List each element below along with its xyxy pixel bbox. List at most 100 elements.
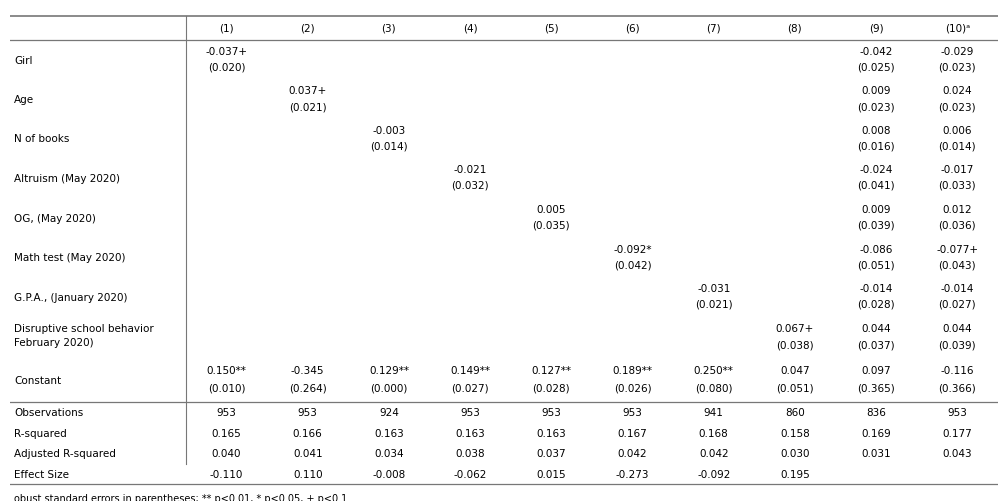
Text: 0.009: 0.009 [862, 86, 891, 96]
Text: (0.028): (0.028) [858, 299, 895, 309]
Text: 0.006: 0.006 [942, 125, 972, 135]
Text: Math test (May 2020): Math test (May 2020) [14, 253, 126, 263]
Text: Girl: Girl [14, 56, 32, 66]
Text: Disruptive school behavior: Disruptive school behavior [14, 324, 154, 334]
Text: -0.092: -0.092 [697, 469, 731, 479]
Text: (10)ᵃ: (10)ᵃ [944, 24, 970, 34]
Text: -0.062: -0.062 [454, 469, 487, 479]
Text: (0.365): (0.365) [857, 383, 895, 393]
Text: 0.168: 0.168 [699, 428, 729, 438]
Text: 0.012: 0.012 [942, 204, 972, 214]
Text: 0.250**: 0.250** [694, 366, 734, 376]
Text: 941: 941 [704, 407, 724, 417]
Text: (0.026): (0.026) [614, 383, 651, 393]
Text: (6): (6) [625, 24, 640, 34]
Text: 0.195: 0.195 [780, 469, 809, 479]
Text: 860: 860 [785, 407, 804, 417]
Text: 0.163: 0.163 [456, 428, 485, 438]
Text: 0.041: 0.041 [293, 448, 323, 458]
Text: 0.165: 0.165 [212, 428, 241, 438]
Text: -0.014: -0.014 [860, 284, 893, 294]
Text: (0.027): (0.027) [938, 299, 976, 309]
Text: February 2020): February 2020) [14, 338, 94, 348]
Text: 953: 953 [217, 407, 237, 417]
Text: 0.189**: 0.189** [613, 366, 652, 376]
Text: -0.021: -0.021 [454, 165, 487, 175]
Text: Age: Age [14, 95, 34, 105]
Text: (0.021): (0.021) [289, 102, 327, 112]
Text: (4): (4) [463, 24, 478, 34]
Text: (0.043): (0.043) [938, 260, 976, 270]
Text: (0.027): (0.027) [452, 383, 489, 393]
Text: (0.036): (0.036) [938, 220, 976, 230]
Text: -0.008: -0.008 [372, 469, 405, 479]
Text: (0.023): (0.023) [858, 102, 895, 112]
Text: 0.024: 0.024 [942, 86, 972, 96]
Text: 0.044: 0.044 [861, 324, 891, 334]
Text: (0.035): (0.035) [532, 220, 571, 230]
Text: (7): (7) [707, 24, 721, 34]
Text: 0.043: 0.043 [942, 448, 972, 458]
Text: (3): (3) [382, 24, 396, 34]
Text: Observations: Observations [14, 407, 84, 417]
Text: (0.023): (0.023) [938, 63, 976, 73]
Text: 0.067+: 0.067+ [776, 324, 814, 334]
Text: 836: 836 [866, 407, 886, 417]
Text: 0.008: 0.008 [862, 125, 891, 135]
Text: 0.166: 0.166 [293, 428, 323, 438]
Text: (0.366): (0.366) [938, 383, 976, 393]
Text: 0.040: 0.040 [212, 448, 241, 458]
Text: -0.031: -0.031 [697, 284, 731, 294]
Text: (0.037): (0.037) [858, 340, 895, 350]
Text: -0.345: -0.345 [291, 366, 325, 376]
Text: (0.025): (0.025) [858, 63, 895, 73]
Text: 0.097: 0.097 [861, 366, 891, 376]
Text: 0.005: 0.005 [536, 204, 566, 214]
Text: 0.129**: 0.129** [369, 366, 409, 376]
Text: -0.086: -0.086 [860, 244, 893, 254]
Text: (2): (2) [300, 24, 316, 34]
Text: Constant: Constant [14, 375, 61, 385]
Text: (0.039): (0.039) [938, 340, 976, 350]
Text: 0.037: 0.037 [536, 448, 566, 458]
Text: 953: 953 [297, 407, 318, 417]
Text: (0.010): (0.010) [208, 383, 245, 393]
Text: 0.163: 0.163 [374, 428, 404, 438]
Text: (0.051): (0.051) [776, 383, 813, 393]
Text: -0.024: -0.024 [860, 165, 893, 175]
Text: 0.127**: 0.127** [531, 366, 572, 376]
Text: R-squared: R-squared [14, 428, 67, 438]
Text: 953: 953 [623, 407, 642, 417]
Text: 0.149**: 0.149** [451, 366, 490, 376]
Text: 0.167: 0.167 [618, 428, 647, 438]
Text: 0.030: 0.030 [780, 448, 809, 458]
Text: 0.044: 0.044 [942, 324, 972, 334]
Text: 0.110: 0.110 [293, 469, 323, 479]
Text: 953: 953 [541, 407, 561, 417]
Text: (0.032): (0.032) [452, 180, 489, 190]
Text: 0.031: 0.031 [861, 448, 891, 458]
Text: Altruism (May 2020): Altruism (May 2020) [14, 173, 120, 183]
Text: 0.042: 0.042 [618, 448, 647, 458]
Text: 924: 924 [379, 407, 399, 417]
Text: (0.039): (0.039) [858, 220, 895, 230]
Text: (0.080): (0.080) [695, 383, 733, 393]
Text: (1): (1) [219, 24, 234, 34]
Text: (0.264): (0.264) [289, 383, 327, 393]
Text: 0.177: 0.177 [942, 428, 972, 438]
Text: -0.110: -0.110 [210, 469, 243, 479]
Text: N of books: N of books [14, 134, 70, 144]
Text: (0.033): (0.033) [938, 180, 976, 190]
Text: 0.169: 0.169 [861, 428, 891, 438]
Text: -0.014: -0.014 [940, 284, 974, 294]
Text: Effect Size: Effect Size [14, 469, 69, 479]
Text: (0.042): (0.042) [614, 260, 651, 270]
Text: (8): (8) [787, 24, 802, 34]
Text: (0.051): (0.051) [858, 260, 895, 270]
Text: 0.037+: 0.037+ [288, 86, 327, 96]
Text: (0.038): (0.038) [776, 340, 813, 350]
Text: G.P.A., (January 2020): G.P.A., (January 2020) [14, 292, 128, 302]
Text: (0.028): (0.028) [532, 383, 571, 393]
Text: 0.042: 0.042 [699, 448, 729, 458]
Text: (5): (5) [544, 24, 558, 34]
